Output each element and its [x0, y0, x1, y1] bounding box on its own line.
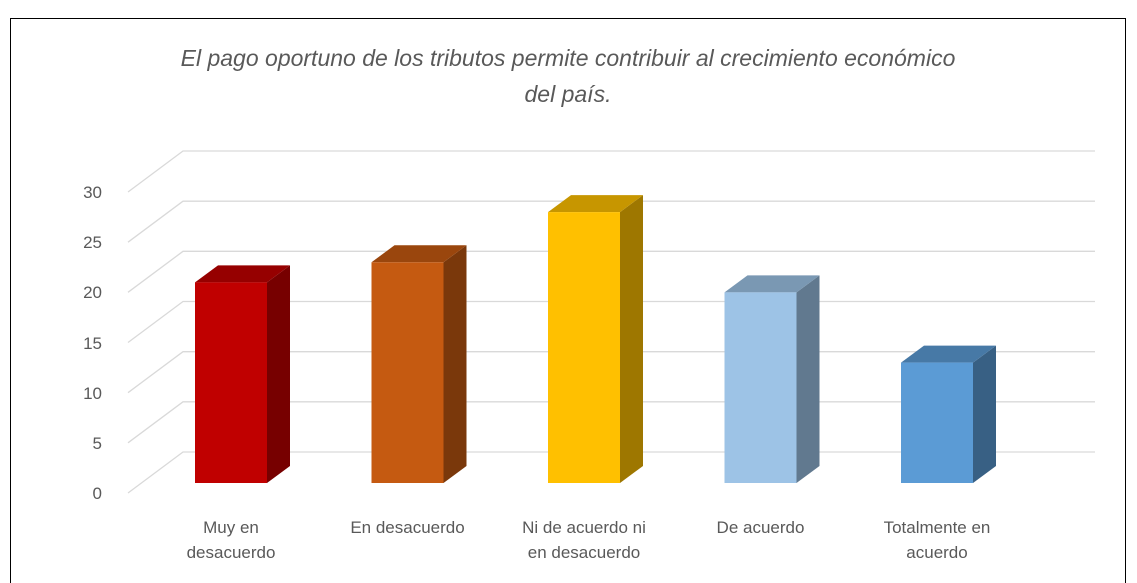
y-tick-label: 0 — [92, 484, 102, 503]
grid-line — [127, 200, 1095, 243]
bar — [371, 262, 444, 483]
x-tick-label: En desacuerdo — [350, 518, 465, 537]
x-tick-label: Muy en desacuerdo — [186, 518, 276, 562]
bar-top — [548, 195, 643, 213]
bar — [901, 362, 973, 483]
bar-top — [901, 345, 996, 363]
y-tick-label: 5 — [92, 433, 102, 453]
x-tick-label: Ni de acuerdo ni en desacuerdo — [522, 518, 646, 562]
y-tick-label: 25 — [83, 233, 102, 253]
bar-side — [973, 345, 996, 483]
bar-side — [443, 245, 467, 483]
bar — [195, 282, 267, 483]
bar-side — [620, 195, 643, 483]
y-tick-label: 15 — [83, 333, 102, 353]
bar-side — [267, 265, 290, 483]
bar — [724, 292, 797, 483]
bar-side — [796, 275, 820, 483]
bar-top — [371, 245, 467, 263]
grid-line — [127, 150, 1095, 193]
x-tick-label: De acuerdo — [716, 518, 805, 537]
x-tick-label: Totalmente en acuerdo — [883, 518, 991, 562]
bar-top — [724, 275, 820, 293]
y-tick-label: 20 — [83, 283, 102, 303]
grid-line — [127, 250, 1095, 293]
chart-title: El pago oportuno de los tributos permite… — [180, 45, 956, 107]
bar-top — [195, 265, 290, 283]
y-tick-label: 10 — [83, 383, 102, 403]
chart-frame — [10, 18, 1126, 583]
y-tick-label: 30 — [83, 183, 102, 202]
bar — [548, 212, 620, 483]
